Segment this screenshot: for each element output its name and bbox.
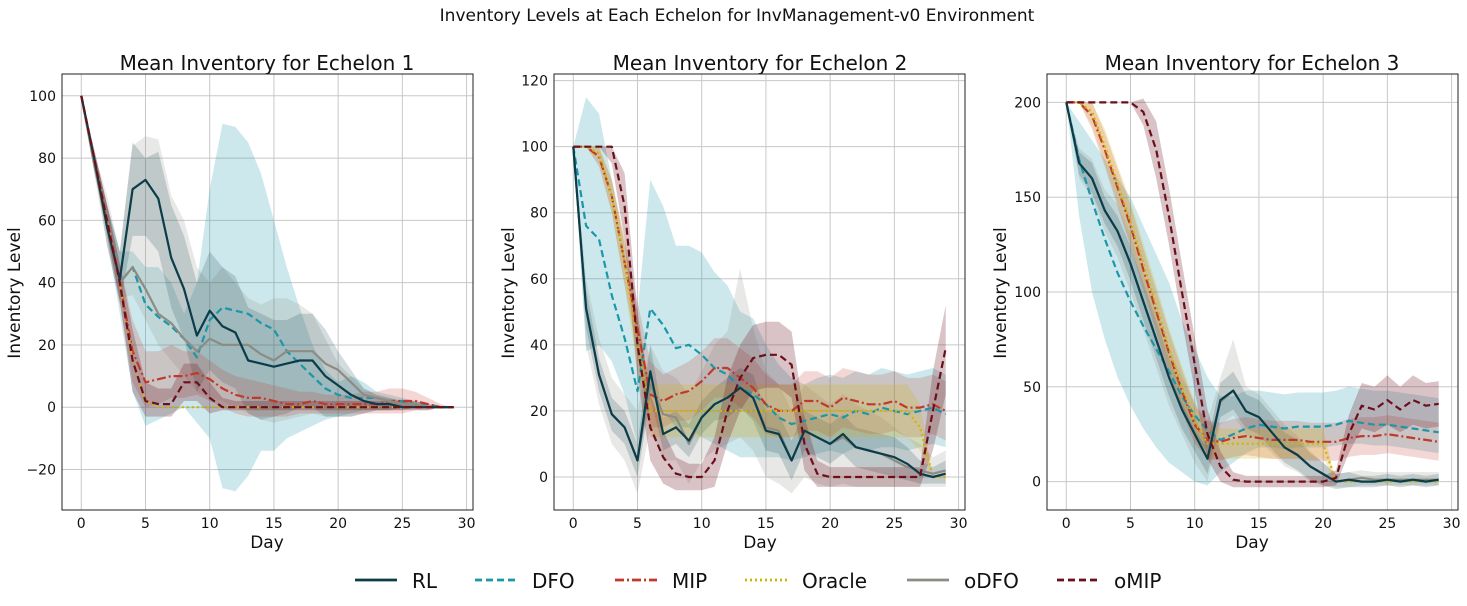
x-tick-label: 20 bbox=[821, 516, 839, 532]
axes-frame bbox=[1046, 73, 1459, 511]
y-tick-label: 60 bbox=[38, 213, 56, 229]
x-tick-label: 10 bbox=[693, 516, 711, 532]
axes-frame bbox=[61, 73, 474, 511]
series-line-omip bbox=[80, 95, 454, 409]
x-tick-label: 25 bbox=[393, 516, 411, 532]
x-tick-label: 30 bbox=[950, 516, 968, 532]
confidence-band-dfo bbox=[1066, 102, 1439, 486]
legend-label: oDFO bbox=[964, 569, 1019, 593]
y-tick-label: 0 bbox=[1032, 475, 1041, 491]
legend-label: RL bbox=[412, 569, 438, 593]
y-tick-label: 100 bbox=[29, 89, 56, 105]
plot-area bbox=[1065, 98, 1439, 490]
y-tick-label: 100 bbox=[1014, 285, 1041, 301]
y-tick-label: 80 bbox=[38, 151, 56, 167]
x-tick-label: 15 bbox=[1250, 516, 1268, 532]
legend-item-odfo: oDFO bbox=[907, 569, 1019, 593]
confidence-band-mip bbox=[1066, 102, 1439, 461]
x-axis-label: Day bbox=[250, 533, 284, 553]
y-tick-label: 0 bbox=[47, 400, 56, 416]
x-tick-label: 0 bbox=[1062, 516, 1071, 532]
x-tick-label: 10 bbox=[1186, 516, 1204, 532]
series-line-rl bbox=[572, 146, 946, 479]
gridlines bbox=[1047, 74, 1458, 510]
x-tick-label: 20 bbox=[1314, 516, 1332, 532]
figure-suptitle: Inventory Levels at Each Echelon for Inv… bbox=[440, 6, 1035, 26]
plot-area bbox=[572, 97, 947, 494]
y-tick-label: 200 bbox=[1014, 95, 1041, 111]
subplot-title: Mean Inventory for Echelon 1 bbox=[120, 51, 415, 75]
y-axis-label: Inventory Level bbox=[991, 227, 1011, 358]
x-axis-label: Day bbox=[743, 533, 777, 553]
confidence-band-dfo bbox=[573, 97, 946, 461]
x-tick-label: 15 bbox=[757, 516, 775, 532]
y-tick-label: −20 bbox=[26, 463, 56, 479]
confidence-band-rl bbox=[81, 95, 454, 420]
legend-item-dfo: DFO bbox=[475, 569, 575, 593]
x-tick-label: 5 bbox=[1126, 516, 1135, 532]
confidence-band-odfo bbox=[81, 95, 454, 423]
y-tick-label: 150 bbox=[1014, 190, 1041, 206]
x-tick-label: 10 bbox=[201, 516, 219, 532]
x-tick-label: 5 bbox=[141, 516, 150, 532]
legend-item-rl: RL bbox=[355, 569, 438, 593]
x-tick-label: 30 bbox=[458, 516, 476, 532]
legend-label: oMIP bbox=[1114, 569, 1161, 593]
y-tick-label: 120 bbox=[521, 74, 548, 90]
axes-frame bbox=[553, 73, 966, 511]
subplot-echelon-3: Mean Inventory for Echelon 3 Day Invento… bbox=[991, 51, 1460, 553]
legend-item-mip: MIP bbox=[615, 569, 707, 593]
x-tick-label: 30 bbox=[1443, 516, 1461, 532]
confidence-band-mip bbox=[573, 146, 946, 441]
y-tick-label: 80 bbox=[530, 206, 548, 222]
y-tick-label: 0 bbox=[539, 470, 548, 486]
legend-item-omip: oMIP bbox=[1057, 569, 1161, 593]
y-tick-label: 40 bbox=[530, 338, 548, 354]
subplot-title: Mean Inventory for Echelon 2 bbox=[613, 51, 908, 75]
y-tick-label: 100 bbox=[521, 140, 548, 156]
gridlines bbox=[62, 74, 473, 510]
y-tick-label: 40 bbox=[38, 276, 56, 292]
series-line-omip bbox=[573, 145, 947, 479]
confidence-band-odfo bbox=[573, 146, 946, 494]
series-line-rl bbox=[80, 95, 454, 409]
plot-area bbox=[80, 95, 454, 492]
series-line-rl bbox=[1065, 102, 1439, 483]
series-line-mip bbox=[1066, 101, 1439, 443]
y-axis-label: Inventory Level bbox=[499, 227, 519, 358]
confidence-band-oracle bbox=[573, 146, 946, 477]
y-axis-label: Inventory Level bbox=[5, 227, 25, 358]
y-tick-label: 20 bbox=[530, 404, 548, 420]
x-tick-label: 15 bbox=[265, 516, 283, 532]
legend-item-oracle: Oracle bbox=[745, 569, 867, 593]
legend-label: Oracle bbox=[802, 569, 867, 593]
x-tick-label: 25 bbox=[1378, 516, 1396, 532]
x-tick-label: 0 bbox=[77, 516, 86, 532]
subplot-echelon-2: Mean Inventory for Echelon 2 Day Invento… bbox=[499, 51, 967, 553]
y-tick-label: 20 bbox=[38, 338, 56, 354]
legend-label: DFO bbox=[532, 569, 575, 593]
series-line-dfo bbox=[572, 146, 947, 426]
x-tick-label: 20 bbox=[329, 516, 347, 532]
x-tick-label: 25 bbox=[885, 516, 903, 532]
x-tick-label: 0 bbox=[569, 516, 578, 532]
subplot-echelon-1: Mean Inventory for Echelon 1 Day Invento… bbox=[5, 51, 475, 553]
y-tick-label: 50 bbox=[1023, 380, 1041, 396]
subplot-title: Mean Inventory for Echelon 3 bbox=[1105, 51, 1400, 75]
x-axis-label: Day bbox=[1235, 533, 1269, 553]
legend-label: MIP bbox=[672, 569, 707, 593]
confidence-band-oracle bbox=[1066, 102, 1439, 482]
series-line-odfo bbox=[80, 95, 454, 409]
y-tick-label: 60 bbox=[530, 272, 548, 288]
series-line-dfo bbox=[1065, 102, 1439, 441]
x-tick-label: 5 bbox=[633, 516, 642, 532]
legend: RL DFO MIP Oracle oDFO oMIP bbox=[355, 569, 1161, 593]
